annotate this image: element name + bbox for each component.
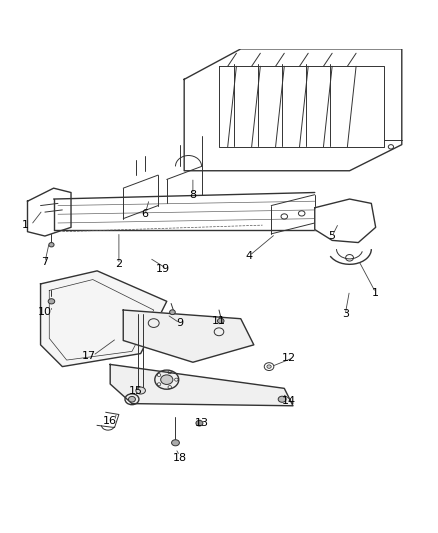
Polygon shape — [41, 271, 167, 367]
Text: 13: 13 — [194, 418, 208, 428]
Text: 16: 16 — [103, 416, 117, 426]
Ellipse shape — [48, 298, 55, 304]
Text: 5: 5 — [328, 231, 336, 241]
Polygon shape — [28, 188, 71, 236]
Ellipse shape — [49, 243, 54, 247]
Text: 17: 17 — [81, 351, 95, 361]
Text: 1: 1 — [372, 288, 379, 297]
Polygon shape — [123, 310, 254, 362]
Text: 7: 7 — [41, 257, 49, 267]
Text: 9: 9 — [176, 318, 184, 328]
Polygon shape — [315, 199, 376, 243]
Text: 4: 4 — [246, 251, 253, 261]
Text: 18: 18 — [173, 453, 187, 463]
Ellipse shape — [218, 318, 224, 324]
Text: 1: 1 — [22, 220, 29, 230]
Text: 12: 12 — [282, 353, 296, 363]
Text: 19: 19 — [155, 264, 170, 273]
Ellipse shape — [161, 375, 173, 384]
Ellipse shape — [128, 397, 135, 402]
Text: 15: 15 — [129, 385, 143, 395]
Text: 3: 3 — [342, 309, 349, 319]
Text: 6: 6 — [141, 209, 148, 219]
Ellipse shape — [172, 440, 180, 446]
Polygon shape — [110, 365, 293, 406]
Ellipse shape — [170, 310, 175, 314]
Polygon shape — [184, 49, 402, 171]
Ellipse shape — [267, 365, 271, 368]
Text: 2: 2 — [115, 260, 123, 269]
Text: 10: 10 — [38, 307, 52, 317]
Text: 11: 11 — [212, 316, 226, 326]
Text: 14: 14 — [282, 397, 296, 407]
Ellipse shape — [278, 396, 286, 402]
Ellipse shape — [196, 421, 203, 426]
Ellipse shape — [136, 387, 145, 394]
Text: 8: 8 — [189, 190, 197, 200]
